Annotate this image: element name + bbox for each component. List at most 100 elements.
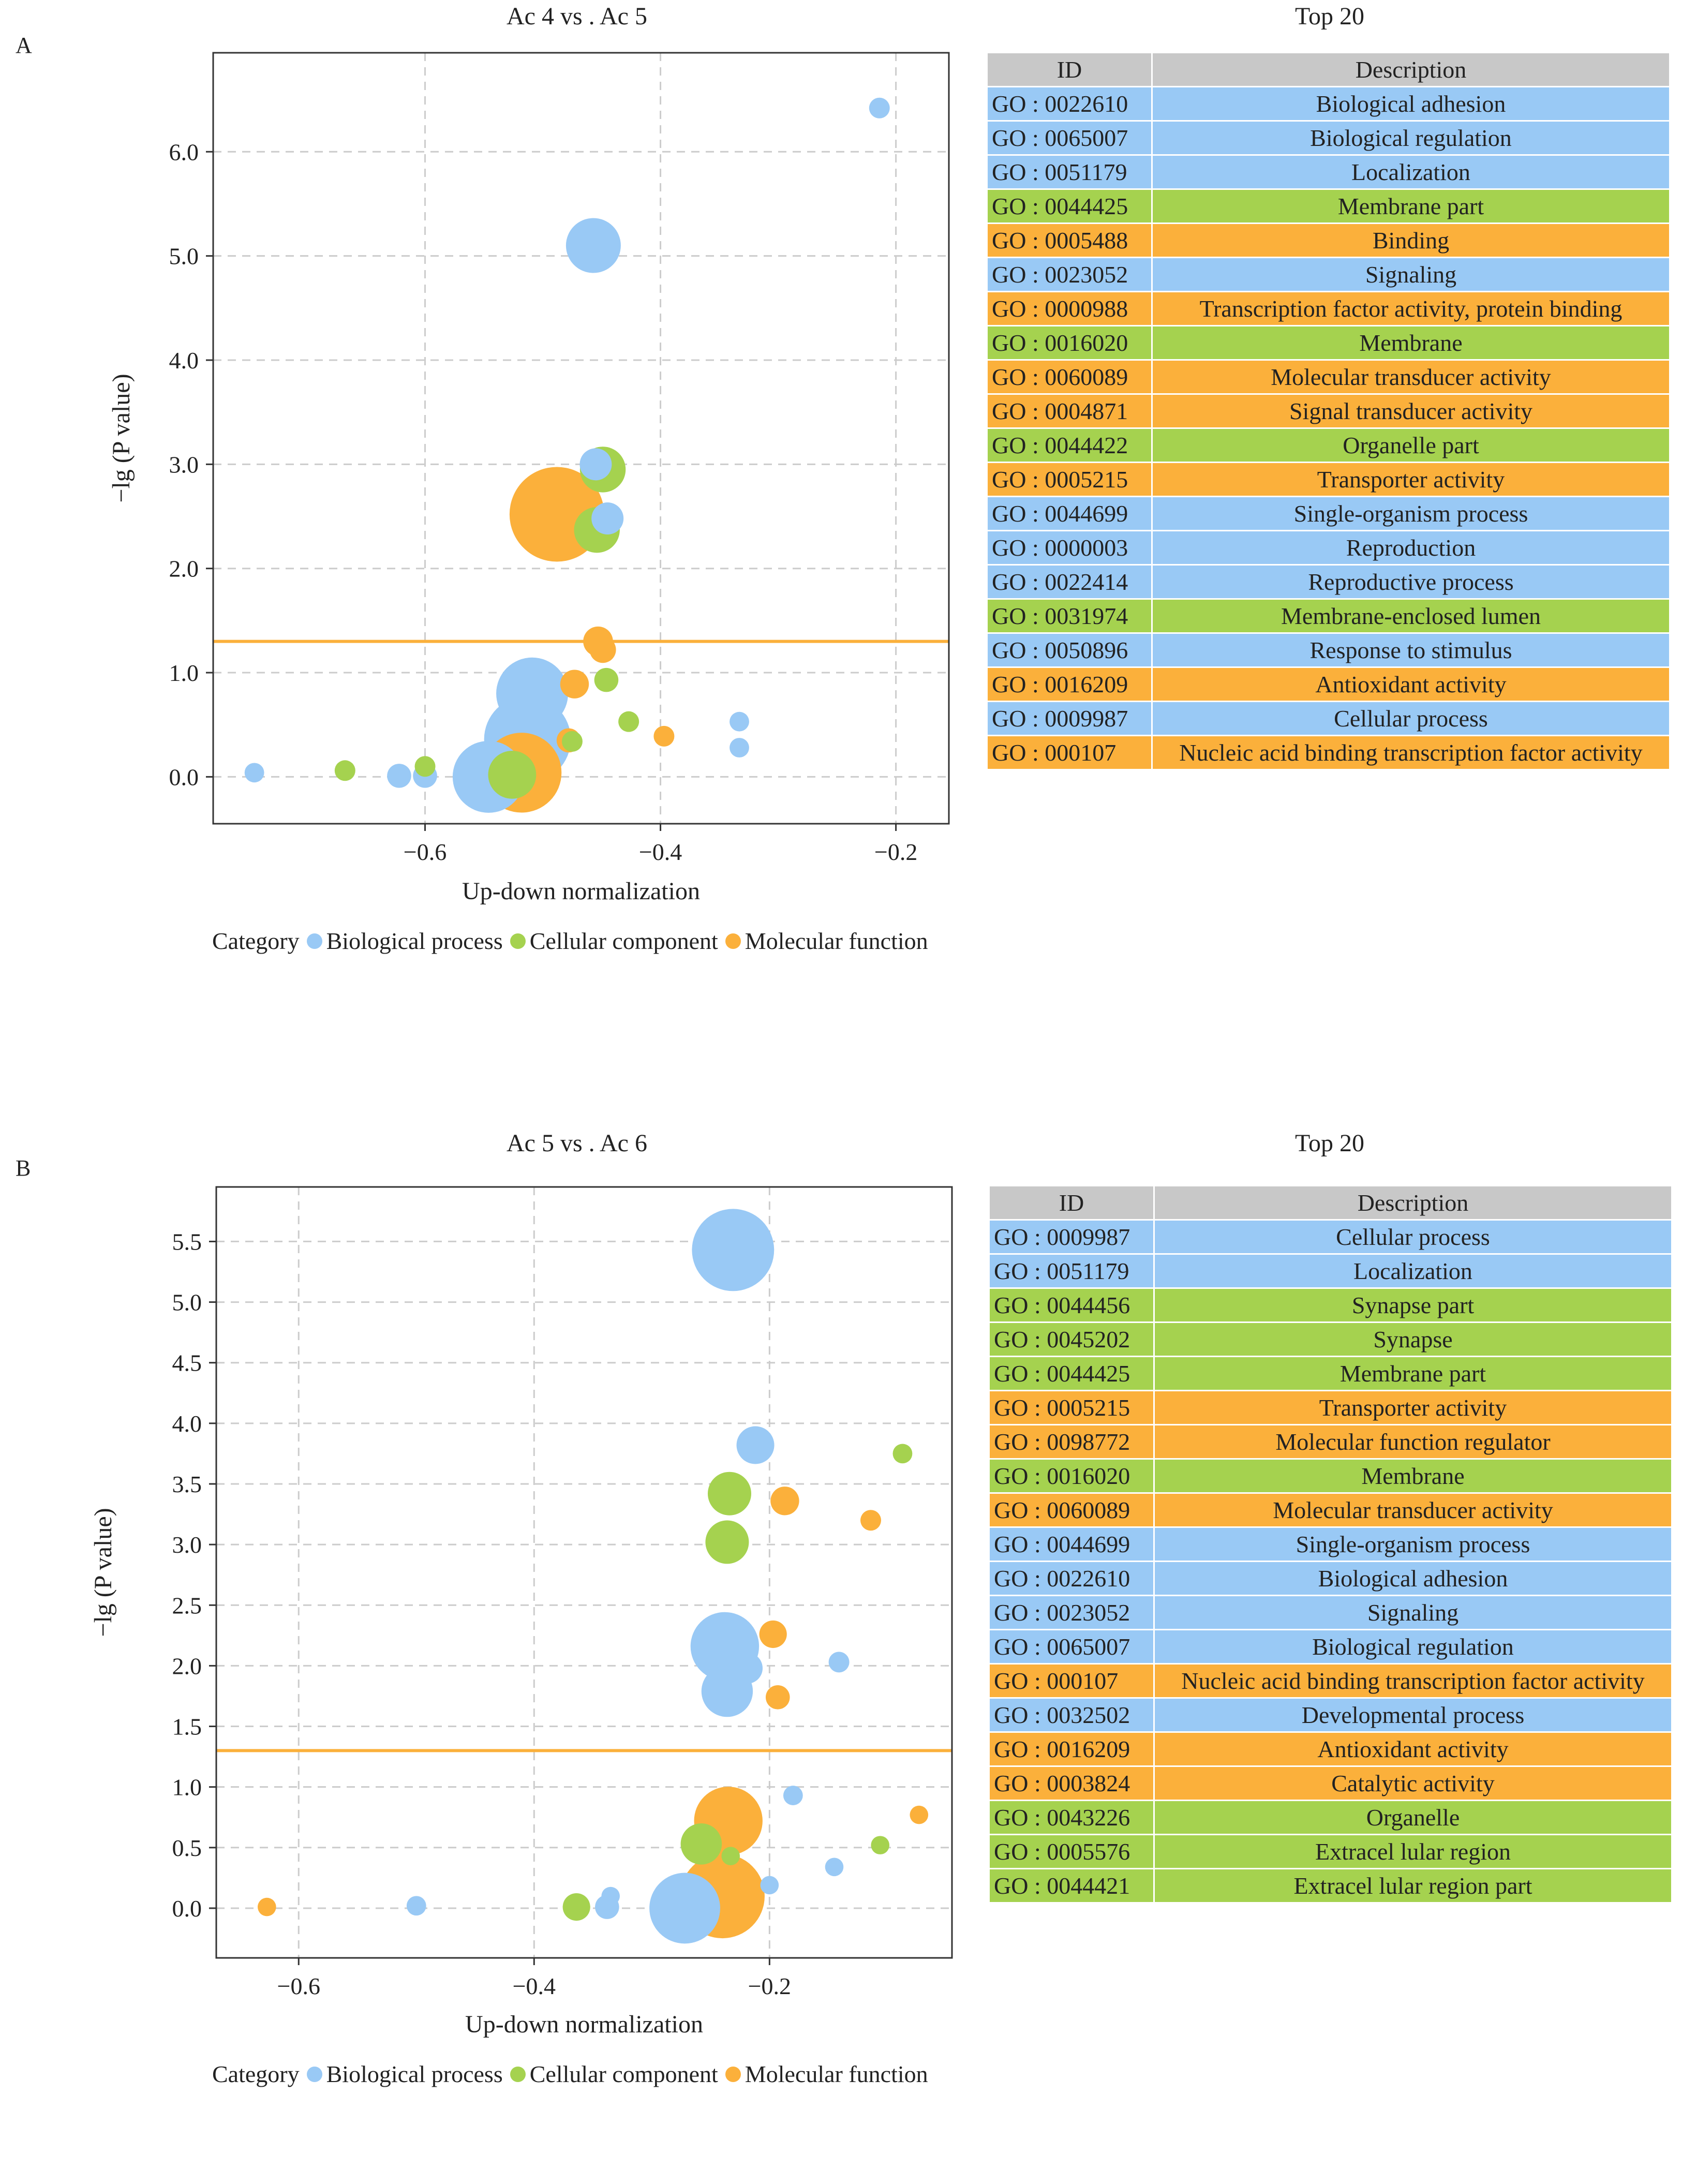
data-point-molecular-function [770, 1487, 799, 1516]
description-cell: Antioxidant activity [1153, 1731, 1673, 1767]
y-tick-label: 0.0 [169, 764, 199, 790]
data-point-biological-process [732, 1653, 763, 1684]
data-point-biological-process [730, 738, 749, 757]
go-id-cell: GO : 0022610 [988, 1561, 1155, 1596]
table-header-row: ID Description [986, 52, 1671, 87]
description-cell: Biological regulation [1151, 120, 1671, 156]
x-tick-label: −0.4 [639, 839, 682, 865]
data-point-biological-process [244, 763, 264, 783]
data-point-molecular-function [860, 1510, 882, 1531]
table-row: GO : 0051179 Localization [986, 154, 1671, 190]
table-row: GO : 0023052 Signaling [988, 1595, 1673, 1630]
go-id-cell: GO : 0022414 [986, 564, 1153, 600]
x-tick-label: −0.6 [404, 839, 446, 865]
legend-item-molecular-function: Molecular function [745, 928, 928, 954]
description-cell: Synapse [1153, 1321, 1673, 1357]
data-point-molecular-function [910, 1805, 929, 1824]
table-row: GO : 0005215 Transporter activity [986, 462, 1671, 497]
table-row: GO : 0050896 Response to stimulus [986, 632, 1671, 668]
description-cell: Biological adhesion [1151, 86, 1671, 122]
data-point-cellular-component [561, 731, 583, 752]
data-point-cellular-component [680, 1823, 722, 1865]
data-point-biological-process [828, 1652, 850, 1673]
y-axis-label: −lg (P value) [90, 1508, 117, 1637]
table-row: GO : 0004871 Signal transducer activity [986, 393, 1671, 429]
data-point-biological-process [825, 1858, 844, 1877]
go-id-cell: GO : 0000988 [986, 291, 1153, 326]
data-point-biological-process [565, 218, 621, 273]
description-cell: Transporter activity [1151, 462, 1671, 497]
legend-item-biological-process: Biological process [326, 928, 503, 954]
go-id-cell: GO : 0044421 [988, 1868, 1155, 1904]
description-cell: Localization [1151, 154, 1671, 190]
go-id-cell: GO : 0003824 [988, 1765, 1155, 1801]
go-id-cell: GO : 0005215 [988, 1390, 1155, 1425]
x-tick-label: −0.2 [874, 839, 917, 865]
description-cell: Binding [1151, 222, 1671, 258]
top20-table: ID Description GO : 0009987 Cellular proc… [988, 1185, 1673, 1904]
header-id: ID [988, 1185, 1155, 1221]
x-tick-label: −0.6 [277, 1973, 320, 1999]
y-tick-label: 3.0 [169, 451, 199, 478]
data-point-biological-process [736, 1426, 775, 1464]
description-cell: Biological regulation [1153, 1629, 1673, 1665]
table-row: GO : 0060089 Molecular transducer activit… [988, 1492, 1673, 1528]
go-id-cell: GO : 0022610 [986, 86, 1153, 122]
go-id-cell: GO : 000107 [986, 735, 1153, 770]
y-tick-label: 5.5 [172, 1228, 202, 1255]
legend: Category Biological process Cellular com… [212, 2060, 928, 2088]
description-cell: Developmental process [1153, 1697, 1673, 1733]
legend-dot-icon [306, 2066, 322, 2082]
go-id-cell: GO : 0009987 [988, 1219, 1155, 1255]
table-row: GO : 0044421 Extracel lular region part [988, 1868, 1673, 1904]
table-title: Top 20 [1295, 3, 1364, 30]
data-point-molecular-function [759, 1620, 787, 1648]
data-point-cellular-component [488, 750, 537, 799]
table-row: GO : 0065007 Biological regulation [986, 120, 1671, 156]
table-row: GO : 0051179 Localization [988, 1253, 1673, 1289]
description-cell: Transporter activity [1153, 1390, 1673, 1425]
go-id-cell: GO : 0065007 [986, 120, 1153, 156]
legend-label: Category [212, 2061, 300, 2087]
y-tick-label: 2.0 [169, 556, 199, 582]
go-id-cell: GO : 0043226 [988, 1800, 1155, 1835]
table-row: GO : 0016209 Antioxidant activity [988, 1731, 1673, 1767]
description-cell: Molecular function regulator [1153, 1424, 1673, 1460]
table-row: GO : 0016020 Membrane [986, 325, 1671, 361]
legend-item-cellular-component: Cellular component [529, 928, 718, 954]
y-tick-label: 1.0 [172, 1774, 202, 1801]
legend-dot-icon [725, 2066, 741, 2082]
go-id-cell: GO : 0044699 [988, 1526, 1155, 1562]
go-id-cell: GO : 0005576 [988, 1834, 1155, 1869]
data-point-cellular-component [871, 1836, 890, 1854]
legend: Category Biological process Cellular com… [212, 927, 928, 955]
go-id-cell: GO : 0045202 [988, 1321, 1155, 1357]
y-tick-label: 2.5 [172, 1592, 202, 1618]
go-id-cell: GO : 0044425 [986, 188, 1153, 224]
description-cell: Organelle [1153, 1800, 1673, 1835]
table-row: GO : 0000003 Reproduction [986, 530, 1671, 566]
y-tick-label: 4.5 [172, 1350, 202, 1376]
data-point-cellular-component [414, 756, 436, 777]
description-cell: Membrane-enclosed lumen [1151, 598, 1671, 634]
y-tick-label: 5.0 [169, 243, 199, 270]
chart-title: Ac 4 vs . Ac 5 [507, 3, 647, 30]
data-point-molecular-function [653, 725, 675, 747]
table-row: GO : 0022414 Reproductive process [986, 564, 1671, 600]
x-axis-ticks: −0.6 −0.4 −0.2 [277, 1958, 791, 1999]
panel-b: B Ac 5 vs . Ac 6 Top 20 0.0 0.5 1.0 1.5 2.0 2… [0, 1130, 1682, 2184]
description-cell: Molecular transducer activity [1153, 1492, 1673, 1528]
go-id-cell: GO : 0060089 [986, 359, 1153, 395]
go-id-cell: GO : 0005488 [986, 222, 1153, 258]
table-row: GO : 0065007 Biological regulation [988, 1629, 1673, 1665]
description-cell: Reproductive process [1151, 564, 1671, 600]
go-id-cell: GO : 0044456 [988, 1287, 1155, 1323]
x-tick-label: −0.4 [513, 1973, 556, 1999]
scatter-chart: 0.0 1.0 2.0 3.0 4.0 5.0 6.0 −0.6 −0.4 −0.2 Up-do… [108, 52, 950, 905]
description-cell: Molecular transducer activity [1151, 359, 1671, 395]
table-row: GO : 0045202 Synapse [988, 1321, 1673, 1357]
data-points [258, 1209, 929, 1944]
panel-a: A Ac 4 vs . Ac 5 Top 20 0.0 1.0 2.0 3.0 4.0 5… [0, 0, 1682, 1051]
header-description: Description [1151, 52, 1671, 87]
table-row: GO : 0000988 Transcription factor activit… [986, 291, 1671, 326]
